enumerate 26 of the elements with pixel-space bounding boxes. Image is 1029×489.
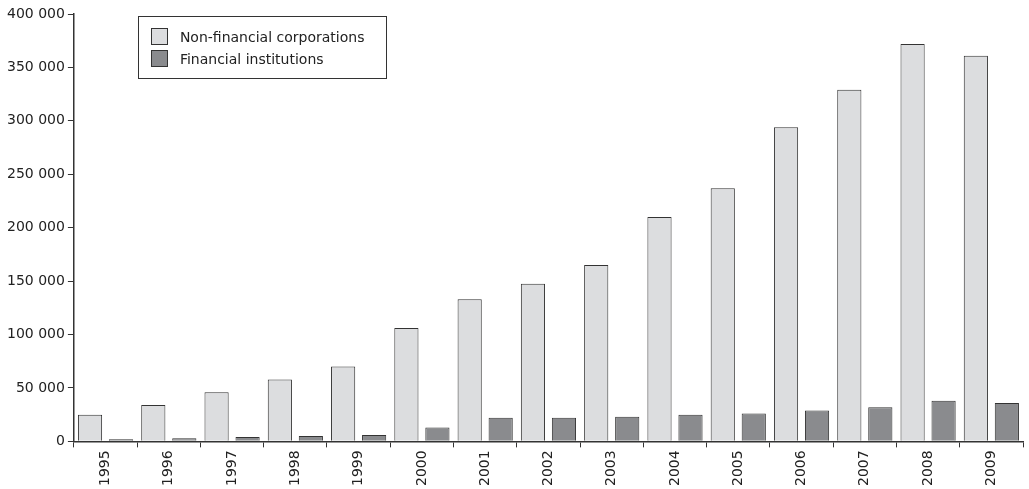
x-tick-label: 2006 [792,450,809,487]
y-tick-label: 350 000 [6,58,65,75]
y-tick-label: 0 [55,432,65,449]
x-tick-label: 2001 [475,450,492,487]
x-tick-label: 2002 [539,450,556,487]
y-tick-label: 300 000 [6,111,65,128]
x-tick-label: 1997 [222,450,239,487]
x-tick-label: 1995 [96,450,113,487]
x-tick-label: 1998 [285,450,302,487]
x-tick-label: 1996 [159,450,176,487]
legend-label: Non-financial corporations [179,28,365,45]
x-tick-label: 2003 [602,450,619,487]
x-tick-label: 2009 [982,450,998,487]
x-tick-label: 2007 [855,450,872,487]
legend-label: Financial institutions [179,50,324,67]
x-tick-label: 2000 [412,450,429,487]
y-tick-label: 200 000 [6,218,65,235]
x-tick-label: 2005 [728,450,745,487]
y-tick-label: 250 000 [6,164,65,181]
y-tick-label: 150 000 [6,271,65,288]
y-tick-label: 400 000 [6,4,65,21]
x-tick-label: 2008 [918,450,935,487]
x-tick-label: 2004 [665,450,682,487]
y-tick-label: 100 000 [6,325,65,342]
y-tick-label: 50 000 [15,378,65,395]
x-tick-label: 1999 [349,450,366,487]
